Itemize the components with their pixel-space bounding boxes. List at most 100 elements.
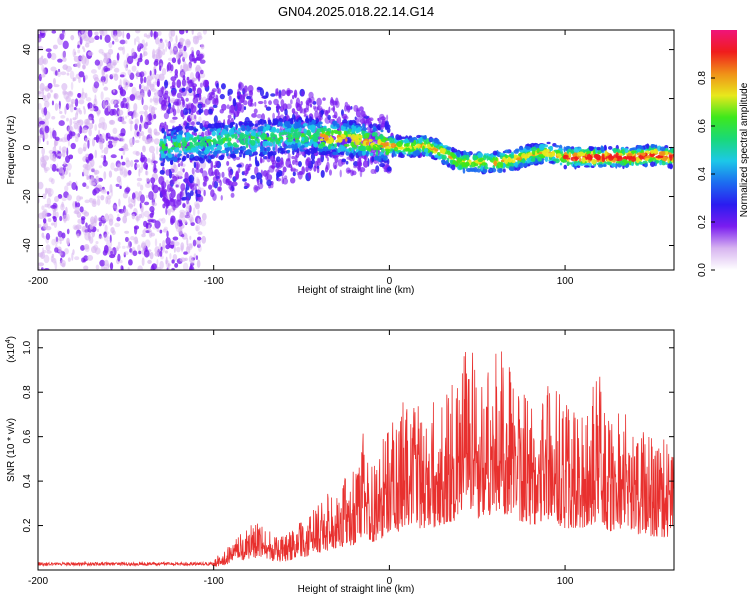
spectrogram-cell	[82, 167, 89, 177]
spectrogram-cell	[176, 137, 181, 143]
spectrogram-cell	[98, 122, 102, 129]
spectrogram-cell	[275, 128, 280, 134]
spectrogram-cell	[85, 157, 89, 162]
spectrogram-cell	[95, 175, 100, 184]
spectrogram-cell	[568, 152, 572, 158]
spectrogram-cell	[332, 151, 338, 156]
spectrogram-cell	[300, 100, 303, 106]
spectrogram-cell	[173, 43, 179, 51]
spectrogram-cell	[211, 89, 215, 95]
spectrogram-cell	[192, 207, 196, 217]
spectrogram-cell	[559, 162, 563, 166]
spectrogram-cell	[101, 30, 108, 37]
spectrogram-cell	[134, 140, 140, 144]
spectrogram-cell	[186, 211, 190, 217]
spectrogram-cell	[526, 157, 531, 164]
snr-frame	[37, 329, 675, 571]
spectrogram-cell	[101, 51, 105, 56]
spectrogram-cell	[350, 141, 355, 147]
spectrogram-cell	[615, 152, 619, 159]
spectrogram-cell	[270, 155, 276, 163]
spectrogram-cell	[207, 108, 214, 115]
spectrogram-cell	[489, 168, 493, 173]
spectrogram-cell	[154, 220, 161, 229]
spectrogram-cell	[226, 160, 230, 166]
spectrogram-cell	[89, 177, 96, 186]
spectrogram-cell	[54, 70, 58, 76]
spectrogram-cell	[237, 127, 241, 131]
spectrogram-cell	[655, 160, 659, 164]
spectrogram-cell	[416, 134, 422, 139]
spectrogram-cell	[55, 211, 59, 218]
spectrogram-cell	[79, 196, 84, 200]
spectrogram-cell	[201, 154, 205, 159]
spectrogram-cell	[108, 140, 113, 145]
spectrogram-cell	[355, 109, 361, 118]
spectrogram-cell	[184, 125, 188, 130]
spectrogram-cell	[126, 32, 131, 40]
spectrogram-cell	[43, 166, 50, 172]
spectrogram-cell	[181, 78, 187, 87]
spectrogram-cell	[608, 146, 613, 150]
snr-series-line	[38, 351, 674, 568]
spectrogram-cell	[121, 137, 125, 143]
spectrogram-cell	[52, 216, 57, 223]
spectrogram-cell	[591, 158, 597, 165]
spectrogram-cell	[434, 154, 439, 159]
spectrogram-cell	[254, 101, 257, 107]
spectrogram-cell	[195, 168, 201, 173]
spectrogram-cell	[145, 182, 151, 189]
spectrogram-cell	[201, 103, 206, 108]
spectrogram-cell	[318, 111, 322, 120]
spectrogram-cell	[275, 171, 281, 178]
spectrogram-cell	[46, 197, 52, 206]
spectrogram-cell	[166, 230, 169, 238]
spectrogram-cell	[239, 134, 244, 139]
snr-scale-exponent: 4	[5, 339, 12, 343]
spectrogram-cell	[41, 95, 46, 101]
spectrogram-cell	[611, 163, 616, 168]
spectrogram-cell	[82, 142, 87, 152]
spectrogram-cell	[186, 154, 190, 159]
spectrogram-cell	[297, 160, 302, 168]
spectrogram-cell	[254, 123, 259, 127]
spectrogram-cell	[52, 44, 58, 50]
spectrogram-cell	[430, 143, 434, 147]
spectrogram-cell	[95, 264, 100, 270]
spectrogram-cell	[78, 125, 83, 135]
spectrogram-cell	[291, 155, 295, 160]
spectrogram-cell	[245, 134, 249, 140]
spectrogram-cell	[109, 262, 114, 270]
spectrogram-cell	[382, 155, 388, 161]
spectrogram-cell	[617, 152, 624, 156]
spectrogram-cell	[59, 145, 62, 152]
spectrogram-cell	[282, 166, 287, 173]
spectrogram-cell	[148, 84, 155, 88]
spectrogram-cell	[517, 160, 520, 165]
spectrogram-cell	[321, 151, 327, 155]
spectrogram-cell	[123, 252, 126, 258]
spectrogram-cell	[545, 151, 550, 157]
spectrogram-cell	[226, 104, 230, 110]
svg-text:(x104): (x104)	[5, 336, 17, 363]
spectrogram-cell	[429, 138, 436, 142]
spectrogram-cell	[212, 144, 216, 148]
spectrogram-cell	[405, 147, 411, 152]
spectrogram-cell	[166, 183, 172, 193]
spectrogram-cell	[51, 30, 57, 34]
spectrogram-cell	[169, 36, 173, 43]
spectrogram-cell	[128, 137, 135, 146]
spectrogram-cell	[92, 198, 97, 205]
spectrogram-cell	[547, 146, 552, 150]
spectrogram-cell	[84, 118, 91, 126]
spectrogram-cell	[176, 199, 182, 206]
spectrogram-cell	[341, 133, 345, 138]
spectrogram-cell	[167, 153, 173, 159]
spectrogram-cell	[195, 141, 201, 145]
spectrogram-cell	[380, 122, 386, 128]
spectrogram-cell	[78, 71, 85, 78]
spectrogram-cell	[58, 104, 61, 112]
spectrogram-cell	[134, 226, 138, 235]
spectrogram-cell	[193, 253, 197, 259]
spectrogram-cell	[202, 181, 206, 187]
